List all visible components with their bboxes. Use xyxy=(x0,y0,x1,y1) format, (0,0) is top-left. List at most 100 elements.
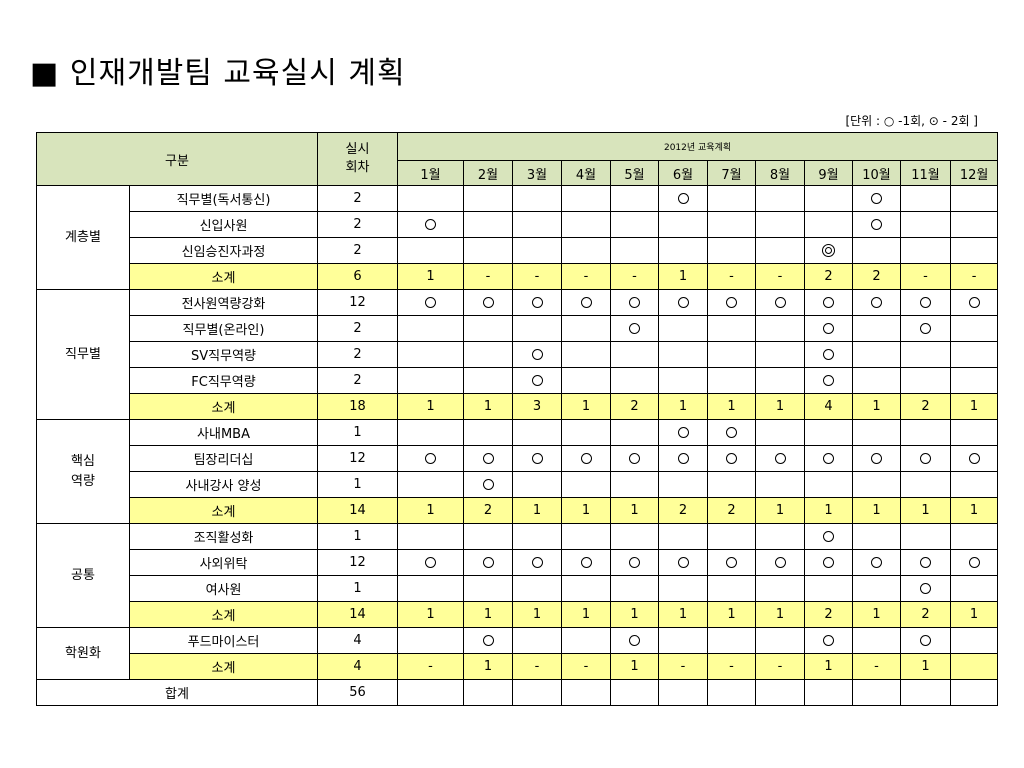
program-count: 2 xyxy=(317,237,399,264)
month-cell xyxy=(463,575,514,602)
month-cell xyxy=(852,471,902,498)
subtotal-month-cell xyxy=(950,653,999,680)
month-cell xyxy=(610,419,660,446)
month-cell xyxy=(755,627,806,654)
month-cell xyxy=(658,549,709,576)
subtotal-row: 소계 6 1- - - -1- -2 2- - xyxy=(37,263,999,290)
subtotal-month-cell: 2 xyxy=(900,393,952,420)
subtotal-month-cell: 2 xyxy=(463,497,514,524)
month-cell xyxy=(900,315,952,342)
month-cell xyxy=(852,341,902,368)
subtotal-month-cell: 1 xyxy=(852,497,902,524)
program-name: 조직활성화 xyxy=(128,523,319,550)
program-count: 1 xyxy=(317,471,399,498)
subtotal-month-cell: 1 xyxy=(658,601,709,628)
table-row: 계층별 직무별(독서통신) 2 xyxy=(36,185,999,290)
once-circle-icon xyxy=(968,557,980,568)
month-cell xyxy=(852,627,902,654)
subtotal-month-cell: 1 xyxy=(900,653,952,680)
program-name: 사내MBA xyxy=(128,419,319,446)
program-count: 2 xyxy=(317,185,399,212)
subtotal-month-cell: 1 xyxy=(397,393,465,420)
subtotal-month-cell: 2 xyxy=(707,497,757,524)
month-cell xyxy=(852,237,902,264)
once-circle-icon xyxy=(726,297,738,308)
program-name: 여사원 xyxy=(128,575,319,602)
month-cell xyxy=(707,211,757,238)
subtotal-month-cell: 1 xyxy=(755,601,806,628)
month-cell xyxy=(561,185,612,212)
month-cell xyxy=(852,419,902,446)
once-circle-icon xyxy=(629,297,641,308)
once-circle-icon xyxy=(774,557,786,568)
subtotal-month-cell: - xyxy=(561,653,612,680)
subtotal-month-cell: 1 xyxy=(463,393,514,420)
month-cell xyxy=(463,315,514,342)
once-circle-icon xyxy=(531,349,543,360)
once-circle-icon xyxy=(920,453,932,464)
month-cell xyxy=(463,523,514,550)
once-circle-icon xyxy=(871,297,883,308)
table-row: 사내강사 양성 1 xyxy=(37,471,999,498)
month-cell xyxy=(755,445,806,472)
program-count: 12 xyxy=(317,445,399,472)
once-circle-icon xyxy=(677,193,689,204)
month-cell xyxy=(755,575,806,602)
month-cell xyxy=(610,627,660,654)
subtotal-month-cell: 1 xyxy=(512,601,563,628)
month-cell xyxy=(852,185,902,212)
month-cell xyxy=(658,445,709,472)
subtotal-month-cell: - xyxy=(610,263,660,290)
month-cell xyxy=(397,289,465,316)
subtotal-row: 소계 14 1 1 1 1 1 1 1 1 2 1 2 1 xyxy=(37,601,999,628)
subtotal-month-cell: 1 xyxy=(463,601,514,628)
subtotal-label: 소계 xyxy=(128,601,319,628)
once-circle-icon xyxy=(482,557,494,568)
program-name: 사외위탁 xyxy=(128,549,319,576)
month-cell xyxy=(900,445,952,472)
subtotal-month-cell: 1 xyxy=(707,393,757,420)
month-cell xyxy=(561,315,612,342)
subtotal-month-cell: 1 xyxy=(755,393,806,420)
subtotal-month-cell: 1 xyxy=(610,653,660,680)
month-cell xyxy=(900,341,952,368)
group-label: 계층별 xyxy=(36,185,130,290)
subtotal-label: 소계 xyxy=(128,497,319,524)
month-header-row: 1월 2월 3월 4월 5월 6월 7월 8월 9월 10월 11월 12월 xyxy=(36,160,999,186)
month-cell xyxy=(707,523,757,550)
month-cell xyxy=(755,315,806,342)
subtotal-month-cell: 1 xyxy=(561,497,612,524)
table-row: 신임승진자과정 2 xyxy=(37,237,999,264)
group-label: 공통 xyxy=(36,523,130,628)
month-cell xyxy=(610,237,660,264)
month-cell xyxy=(950,289,999,316)
month-cell xyxy=(852,315,902,342)
subtotal-month-cell: - xyxy=(707,653,757,680)
month-cell xyxy=(900,419,952,446)
month-cell xyxy=(512,575,563,602)
table-row: 학원화 푸드마이스터 4 xyxy=(36,627,999,680)
once-circle-icon xyxy=(482,453,494,464)
header-category: 구분 xyxy=(35,132,319,186)
once-circle-icon xyxy=(482,297,494,308)
month-cell xyxy=(852,289,902,316)
month-cell xyxy=(463,627,514,654)
once-circle-icon xyxy=(425,297,437,308)
once-circle-icon xyxy=(920,583,932,594)
month-cell xyxy=(610,575,660,602)
subtotal-month-cell: - xyxy=(512,263,563,290)
month-cell xyxy=(561,419,612,446)
month-cell xyxy=(804,549,854,576)
month-cell xyxy=(561,211,612,238)
month-cell xyxy=(900,289,952,316)
month-cell xyxy=(804,575,854,602)
month-cell xyxy=(707,627,757,654)
table-row: 여사원 1 xyxy=(37,575,999,602)
group-label: 학원화 xyxy=(36,627,130,680)
once-circle-icon xyxy=(920,557,932,568)
month-cell xyxy=(900,211,952,238)
month-header: 2월 xyxy=(463,160,514,186)
month-cell xyxy=(804,315,854,342)
month-cell xyxy=(658,315,709,342)
once-circle-icon xyxy=(629,635,641,646)
